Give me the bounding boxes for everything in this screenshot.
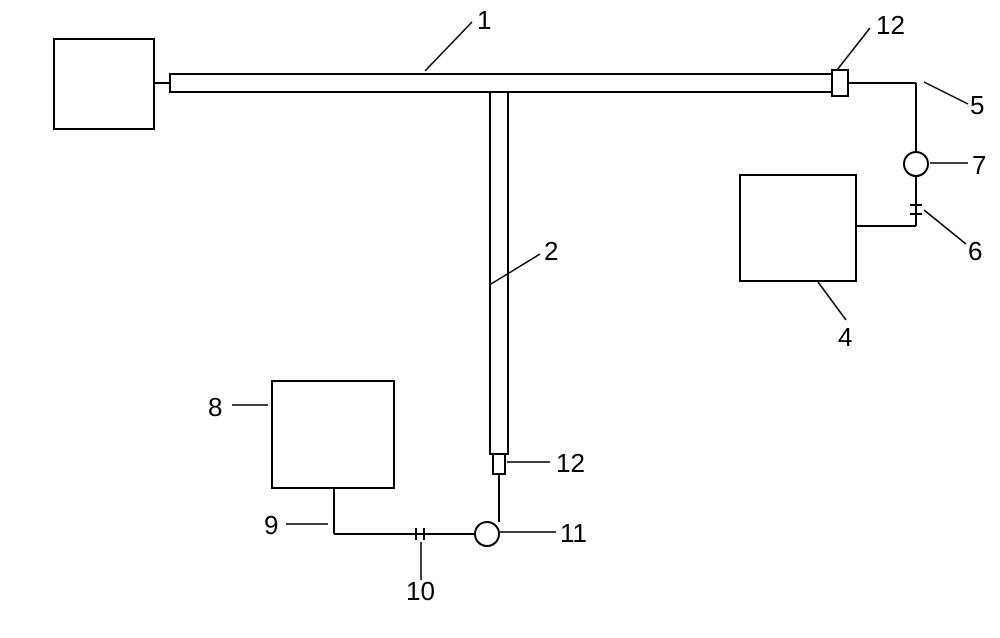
- pipe-12-top: [832, 70, 848, 96]
- pipe-2-vertical: [490, 92, 508, 454]
- box-8: [272, 381, 394, 488]
- diagram-container: [0, 0, 1000, 633]
- label-7: 7: [972, 150, 986, 181]
- label-11: 11: [560, 518, 587, 549]
- label-9: 9: [264, 510, 278, 541]
- pipe-1-horizontal: [170, 74, 832, 92]
- label-4: 4: [838, 322, 852, 353]
- label-12a: 12: [876, 10, 905, 41]
- leader-6: [924, 210, 966, 244]
- pipe-12-bottom: [493, 454, 505, 474]
- leader-5: [924, 82, 968, 104]
- label-6: 6: [968, 236, 982, 267]
- leader-1: [425, 22, 472, 71]
- label-8: 8: [208, 392, 222, 423]
- circle-7: [904, 152, 928, 176]
- box-left: [54, 39, 154, 129]
- schematic-diagram: [0, 0, 1000, 633]
- label-2: 2: [544, 236, 558, 267]
- leader-12a: [837, 28, 870, 70]
- circle-11: [475, 522, 499, 546]
- label-12b: 12: [556, 448, 585, 479]
- label-5: 5: [970, 90, 984, 121]
- leader-4: [818, 282, 846, 320]
- box-4: [740, 175, 856, 281]
- label-1: 1: [477, 5, 491, 36]
- label-10: 10: [406, 576, 435, 607]
